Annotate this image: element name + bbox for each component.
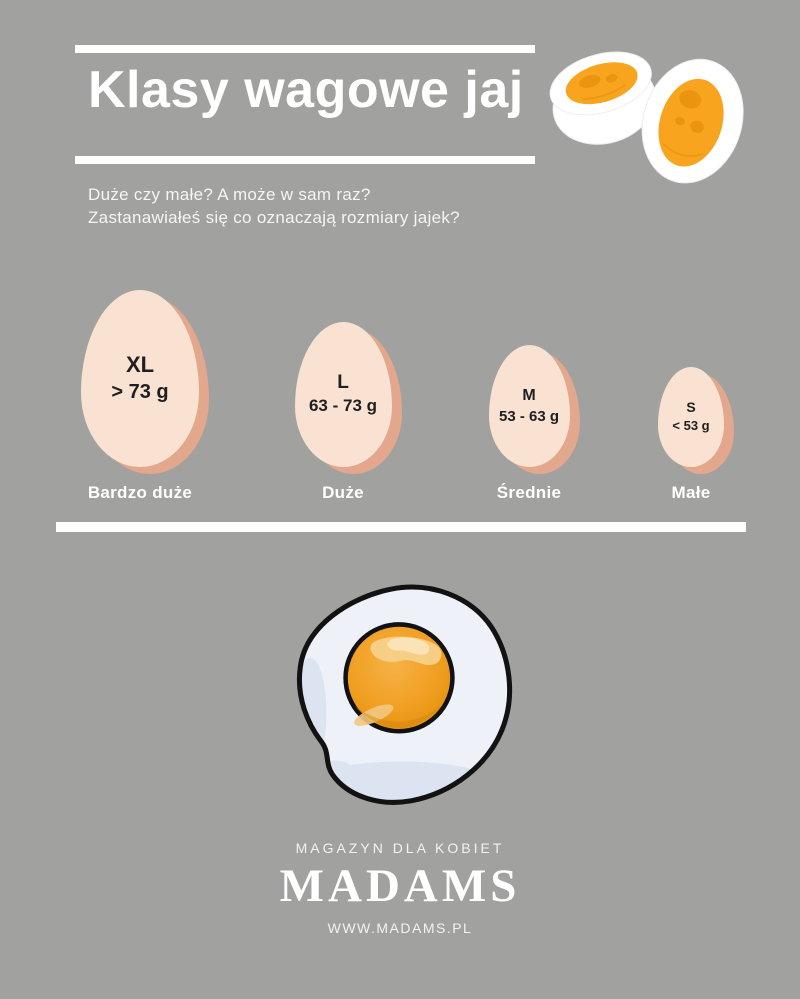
egg-size-l: L 63 - 73 g Duże	[273, 270, 413, 503]
size-range-xl: > 73 g	[111, 381, 169, 404]
size-code-s: S	[686, 399, 696, 416]
egg-shape-l: L 63 - 73 g	[294, 322, 402, 474]
title-underline-rule	[75, 156, 535, 164]
fried-egg-illustration	[296, 584, 513, 805]
egg-size-s: S < 53 g Małe	[621, 270, 761, 503]
intro-line-1: Duże czy małe? A może w sam raz?	[88, 185, 371, 204]
boiled-egg-half-left	[549, 51, 656, 145]
egg-shape-xl: XL > 73 g	[81, 290, 209, 474]
brand-logo: MADAMS	[279, 860, 521, 912]
intro-text: Duże czy małe? A może w sam raz? Zastana…	[88, 183, 460, 229]
size-code-m: M	[522, 386, 536, 404]
intro-line-2: Zastanawiałeś się co oznaczają rozmiary …	[88, 208, 460, 227]
size-code-xl: XL	[125, 351, 155, 377]
size-label-m: Średnie	[496, 483, 562, 502]
footer-tagline: MAGAZYN DLA KOBIET	[295, 840, 505, 856]
egg-size-xl: XL > 73 g Bardzo duże	[60, 270, 220, 503]
section-divider-rule	[56, 522, 746, 532]
boiled-egg-halves-illustration	[549, 51, 744, 184]
egg-size-chart: XL > 73 g Bardzo duże L 63 - 73 g Duże	[0, 270, 800, 510]
top-rule	[75, 45, 535, 53]
boiled-egg-half-right	[641, 58, 744, 184]
egg-white-outline	[296, 584, 513, 805]
size-code-l: L	[337, 371, 349, 393]
size-label-l: Duże	[322, 483, 364, 502]
yolk-left	[565, 62, 638, 105]
egg-shape-m: M 53 - 63 g	[488, 345, 580, 474]
size-range-m: 53 - 63 g	[498, 407, 560, 425]
egg-size-m: M 53 - 63 g Średnie	[459, 270, 599, 503]
size-range-l: 63 - 73 g	[308, 396, 378, 416]
yolk-right	[658, 78, 724, 167]
footer-website: WWW.MADAMS.PL	[327, 920, 473, 937]
size-range-s: < 53 g	[672, 417, 710, 433]
egg-shape-s: S < 53 g	[658, 367, 734, 474]
size-label-xl: Bardzo duże	[87, 483, 193, 502]
footer: MAGAZYN DLA KOBIET MADAMS WWW.MADAMS.PL	[0, 840, 800, 936]
size-label-s: Małe	[671, 483, 711, 502]
page-title: Klasy wagowe jaj	[88, 61, 524, 119]
